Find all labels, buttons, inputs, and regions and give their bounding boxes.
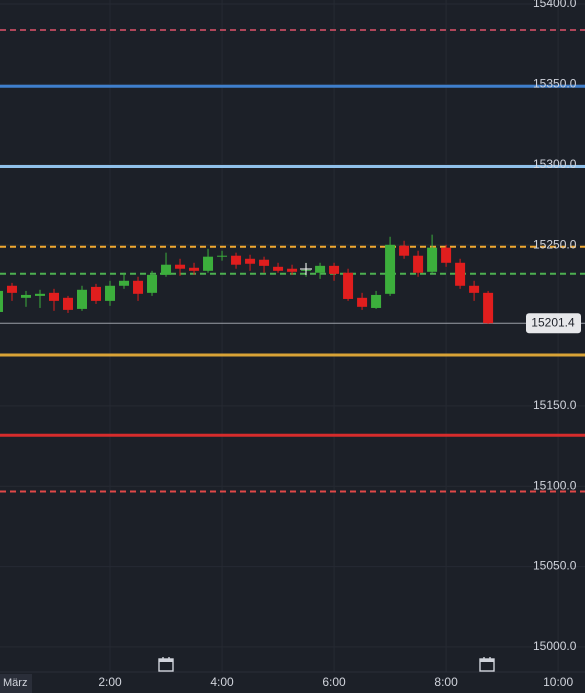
- y-tick-label: 15400.0: [533, 0, 577, 10]
- candles: [0, 234, 494, 325]
- calendar-icon[interactable]: [158, 657, 174, 672]
- y-tick-label: 15050.0: [533, 559, 577, 573]
- candle-body: [385, 244, 396, 294]
- y-tick-label: 15150.0: [533, 398, 577, 412]
- y-tick-label: 15250.0: [533, 237, 577, 251]
- x-start-label: März: [3, 677, 27, 689]
- candle-body: [48, 292, 59, 301]
- y-tick-label: 15300.0: [533, 157, 577, 171]
- y-tick-label: 15350.0: [533, 77, 577, 91]
- candle-body: [119, 280, 130, 286]
- candle-body: [483, 292, 494, 324]
- candle-body: [455, 262, 466, 286]
- x-tick-label: 4:00: [210, 675, 234, 689]
- candle-body: [329, 265, 340, 274]
- candle-body: [133, 280, 144, 294]
- candle-body: [231, 255, 242, 265]
- candle-body: [161, 264, 172, 275]
- candle-body: [427, 247, 438, 272]
- y-tick-label: 15000.0: [533, 639, 577, 653]
- candle-body: [77, 289, 88, 309]
- candle-body: [413, 255, 424, 273]
- candle-body: [20, 294, 31, 298]
- candle-body: [343, 272, 354, 299]
- candle-body: [245, 258, 256, 264]
- candle-body: [315, 265, 326, 273]
- price-label: 15201.4: [531, 315, 575, 329]
- candle-body: [287, 268, 298, 272]
- price-label-bg: [526, 313, 581, 334]
- candle-body: [6, 285, 17, 293]
- candle-body: [34, 293, 45, 296]
- candle-body: [189, 267, 200, 271]
- candle-body: [203, 256, 214, 271]
- x-tick-label: 6:00: [322, 675, 346, 689]
- candle-body: [91, 286, 102, 301]
- candle-body: [441, 247, 452, 263]
- x-tick-label: 2:00: [98, 675, 122, 689]
- crosshair-cursor: [300, 263, 312, 275]
- x-start-label-bg: [0, 674, 32, 693]
- candle-body: [469, 285, 480, 293]
- candle-body: [105, 285, 116, 301]
- grid: [0, 0, 585, 672]
- x-tick-label: 8:00: [434, 675, 458, 689]
- candle-body: [0, 290, 3, 312]
- x-tick-label: 10:00: [543, 675, 573, 689]
- y-tick-label: 15100.0: [533, 478, 577, 492]
- candle-body: [357, 297, 368, 307]
- candle-body: [399, 245, 410, 256]
- candle-body: [175, 264, 186, 269]
- candle-body: [371, 294, 382, 308]
- candle-body: [273, 266, 284, 271]
- calendar-icon[interactable]: [479, 657, 495, 672]
- candle-body: [217, 255, 228, 257]
- candle-body: [62, 297, 73, 310]
- candle-body: [147, 274, 158, 293]
- candle-body: [259, 259, 270, 266]
